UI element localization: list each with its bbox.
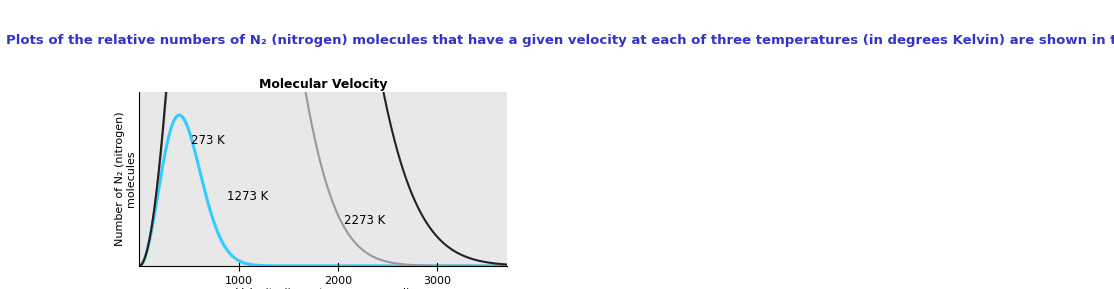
Text: 273 K: 273 K	[190, 134, 225, 147]
Text: Plots of the relative numbers of N₂ (nitrogen) molecules that have a given veloc: Plots of the relative numbers of N₂ (nit…	[6, 34, 1114, 47]
Y-axis label: Number of N₂ (nitrogen)
molecules: Number of N₂ (nitrogen) molecules	[115, 112, 137, 247]
Text: 2273 K: 2273 K	[344, 214, 385, 227]
Text: 1273 K: 1273 K	[226, 190, 268, 203]
X-axis label: Velocity (in meters per second): Velocity (in meters per second)	[236, 288, 410, 289]
Title: Molecular Velocity: Molecular Velocity	[258, 78, 388, 91]
